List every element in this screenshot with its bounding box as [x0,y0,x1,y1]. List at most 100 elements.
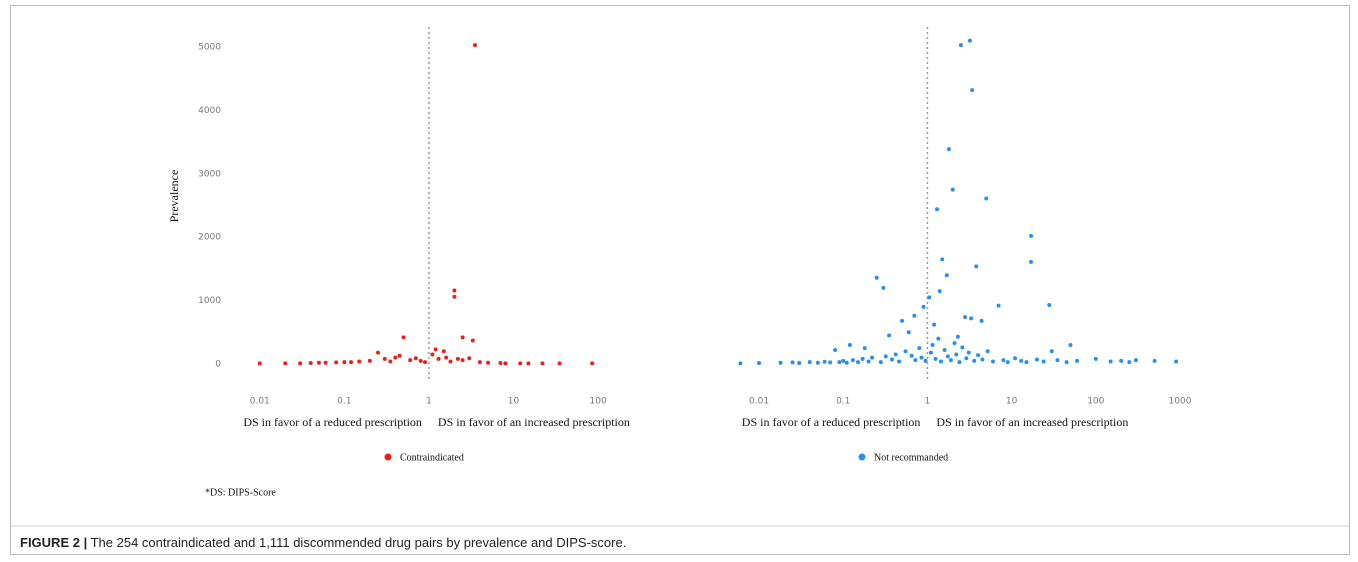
point [1029,233,1034,238]
point [912,313,917,318]
point [498,361,503,366]
caption-text: The 254 contraindicated and 1,111 discom… [91,535,627,550]
point [841,358,846,363]
point [893,352,898,357]
y-tick-label: 0 [215,359,221,369]
point [1119,358,1124,363]
point [1133,358,1138,363]
point [460,358,465,363]
point [418,358,423,363]
point [467,356,472,361]
point [976,353,981,358]
point [960,345,965,350]
point [878,360,883,365]
point [837,360,842,365]
point [436,356,441,361]
point [966,350,971,355]
point [308,361,313,366]
point [323,360,328,365]
y-axis-label: Prevalence [167,170,181,223]
x-tick-label: 100 [590,397,607,407]
point [526,361,531,366]
point [996,303,1001,308]
point [930,342,935,347]
point [862,346,867,351]
point [349,360,354,365]
point [850,358,855,363]
point [503,361,508,366]
point [870,355,875,360]
x-tick-label: 0.01 [749,397,769,407]
point [433,347,438,352]
point [757,361,762,366]
point [408,358,413,363]
point [382,356,387,361]
point [1013,356,1018,361]
point [946,147,951,152]
point [441,349,446,354]
point [1041,359,1046,364]
point [1108,359,1113,364]
point [557,361,562,366]
point [257,361,262,366]
point [460,335,465,340]
point [833,348,838,353]
x-tick-label: 1000 [1169,397,1192,407]
point [455,356,460,361]
point [952,341,957,346]
y-tick-label: 3000 [198,169,221,179]
point [957,360,962,365]
point [844,360,849,365]
point [822,359,827,364]
point [367,358,372,363]
point [518,361,523,366]
point [969,316,974,321]
y-tick-label: 5000 [198,43,221,53]
x-tick-label: 1 [426,397,432,407]
point [1152,358,1157,363]
legend-label: Contraindicated [400,452,464,463]
point [828,360,833,365]
point [316,360,321,365]
point [540,361,545,366]
point [1029,259,1034,264]
footnote: *DS: DIPS-Score [205,487,276,498]
point [958,43,963,48]
point [486,360,491,365]
point [778,360,783,365]
point [413,356,418,361]
point [874,275,879,280]
point [847,342,852,347]
point [393,355,398,360]
point [334,360,339,365]
point [856,360,861,365]
x-annotation: DS in favor of an increased prescription [438,415,630,429]
x-tick-label: 0.01 [250,397,270,407]
point [906,330,911,335]
point [917,346,922,351]
point [900,318,905,323]
point [357,359,362,364]
point [940,257,945,262]
point [979,318,984,323]
point [477,360,482,365]
point [1005,360,1010,365]
point [472,43,477,48]
y-tick-label: 1000 [198,296,221,306]
point [590,361,595,366]
point [921,304,926,309]
point [452,288,457,293]
point [1068,342,1073,347]
point [936,336,941,341]
point [797,361,802,366]
point [738,361,743,366]
point [948,358,953,363]
point [933,356,938,361]
point [452,294,457,299]
point [881,285,886,290]
x-annotation: DS in favor of a reduced prescription [742,415,921,429]
point [1047,303,1052,308]
point [919,355,924,360]
x-annotation: DS in favor of an increased prescription [936,415,1128,429]
